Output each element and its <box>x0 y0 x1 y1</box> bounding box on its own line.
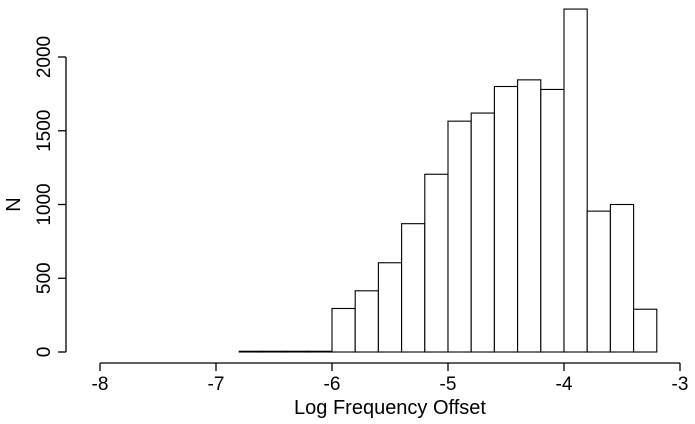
histogram-bar <box>354 290 379 353</box>
x-tick-label: -5 <box>440 374 457 395</box>
x-tick-label: -3 <box>672 374 689 395</box>
histogram-bar <box>609 203 635 353</box>
histogram-bar <box>470 112 495 353</box>
histogram-bar <box>447 120 472 353</box>
histogram-bar <box>238 350 263 353</box>
histogram-bar <box>586 210 611 353</box>
y-axis-label: N <box>3 197 25 211</box>
x-tick-label: -6 <box>324 374 341 395</box>
y-tick-label: 0 <box>34 347 55 358</box>
y-tick-label: 2000 <box>34 36 55 78</box>
histogram-bar <box>517 79 542 353</box>
x-axis-label: Log Frequency Offset <box>294 397 486 419</box>
histogram-bar <box>563 8 588 353</box>
x-tick-label: -4 <box>556 374 573 395</box>
histogram-bar <box>633 308 658 353</box>
x-tick-label: -8 <box>92 374 109 395</box>
histogram-bar <box>377 262 403 353</box>
histogram-bar <box>540 88 565 353</box>
histogram-bar <box>308 350 333 353</box>
histogram-bar <box>285 350 310 353</box>
y-tick-label: 500 <box>34 262 55 294</box>
histogram-bar <box>493 85 519 353</box>
axes-layer: -8 -7 -6 -5 -4 -3 0 500 1000 1500 2000 <box>34 36 688 395</box>
histogram-bar <box>401 223 426 353</box>
histogram-bar <box>424 173 449 353</box>
bars-layer <box>238 8 658 353</box>
y-tick-label: 1000 <box>34 183 55 225</box>
histogram-bar <box>331 307 356 353</box>
histogram-bar <box>261 350 287 353</box>
y-tick-label: 1500 <box>34 110 55 152</box>
x-tick-label: -7 <box>208 374 225 395</box>
